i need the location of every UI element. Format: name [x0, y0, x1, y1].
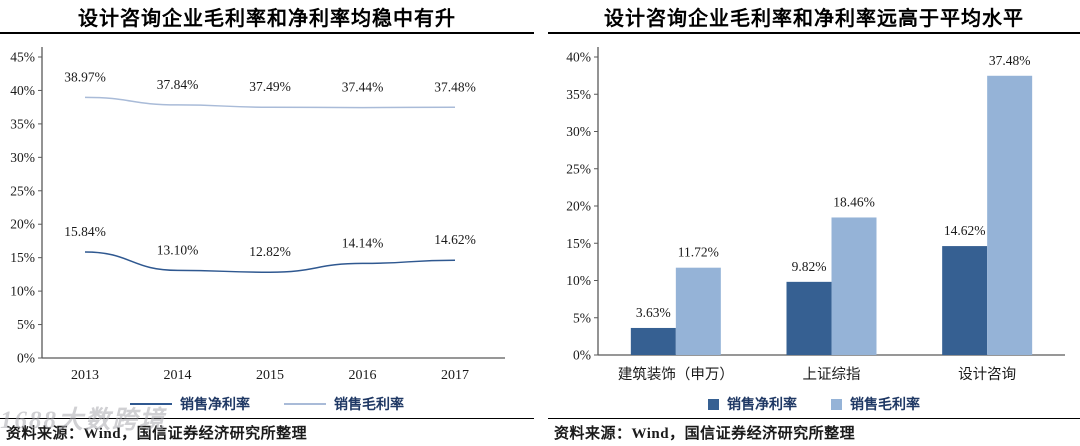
bar	[630, 327, 676, 355]
svg-text:35%: 35%	[10, 116, 35, 131]
svg-text:25%: 25%	[566, 161, 591, 176]
series-bars-1: 11.72% 18.46% 37.48%	[675, 53, 1033, 356]
source-text: 资料来源：Wind，国信证券经济研究所整理	[6, 426, 308, 442]
svg-text:14.62%: 14.62%	[434, 232, 476, 247]
bar	[831, 217, 877, 355]
line-chart-panel: 设计咨询企业毛利率和净利率均稳中有升 0% 5% 10% 15% 20% 25% 30% 35…	[0, 0, 534, 446]
svg-text:2015: 2015	[256, 368, 284, 383]
bar	[987, 75, 1033, 356]
svg-text:9.82%: 9.82%	[792, 259, 827, 274]
svg-text:15%: 15%	[566, 236, 591, 251]
gross-margin-line-swatch	[284, 403, 326, 405]
series-line-1	[84, 96, 456, 109]
legend-item-gross-margin: 销售毛利率	[284, 394, 404, 414]
svg-text:37.49%: 37.49%	[249, 79, 291, 94]
bar-chart: 0% 5% 10% 15% 20% 25% 30% 35% 40% 建筑装饰（申万） 上证综指 设计咨…	[566, 47, 1065, 383]
svg-text:30%: 30%	[566, 124, 591, 139]
series-bars-0: 3.63% 9.82% 14.62%	[630, 223, 988, 355]
x-axis-labels: 2013 2014 2015 2016 2017	[71, 368, 469, 383]
line-chart-title: 设计咨询企业毛利率和净利率均稳中有升	[0, 0, 534, 34]
svg-text:15.84%: 15.84%	[64, 224, 106, 239]
y-axis: 0% 5% 10% 15% 20% 25% 30% 35% 40% 45%	[10, 47, 505, 366]
bar	[786, 281, 832, 355]
svg-text:40%: 40%	[10, 83, 35, 98]
series-labels-0: 15.84% 13.10% 12.82% 14.14% 14.62%	[64, 224, 476, 259]
gross-margin-bar-swatch	[831, 398, 842, 410]
svg-text:35%: 35%	[566, 87, 591, 102]
legend-label: 销售毛利率	[850, 398, 920, 413]
svg-text:10%: 10%	[10, 284, 35, 299]
svg-text:25%: 25%	[10, 183, 35, 198]
net-margin-bar-swatch	[708, 398, 719, 410]
svg-text:11.72%: 11.72%	[678, 245, 719, 260]
svg-text:2016: 2016	[349, 368, 377, 383]
svg-text:2013: 2013	[71, 368, 99, 383]
legend-label: 销售净利率	[727, 398, 797, 413]
svg-text:建筑装饰（申万）: 建筑装饰（申万）	[618, 366, 734, 383]
legend-item-gross-margin: 销售毛利率	[831, 394, 920, 414]
legend-label: 销售毛利率	[334, 398, 404, 413]
category-labels: 建筑装饰（申万） 上证综指 设计咨询	[618, 366, 1016, 383]
legend-item-net-margin: 销售净利率	[708, 394, 797, 414]
svg-text:40%: 40%	[566, 50, 591, 65]
source-row: 资料来源：Wind，国信证券经济研究所整理	[0, 418, 534, 446]
svg-text:5%: 5%	[573, 310, 591, 325]
source-row: 资料来源：Wind，国信证券经济研究所整理	[548, 418, 1080, 446]
svg-text:37.84%: 37.84%	[157, 77, 199, 92]
net-margin-line-swatch	[130, 403, 172, 405]
svg-text:5%: 5%	[17, 317, 35, 332]
svg-text:3.63%: 3.63%	[636, 305, 671, 320]
svg-text:12.82%: 12.82%	[249, 244, 291, 259]
svg-text:设计咨询: 设计咨询	[958, 366, 1016, 383]
svg-text:37.48%: 37.48%	[989, 53, 1031, 68]
svg-text:30%: 30%	[10, 150, 35, 165]
svg-text:10%: 10%	[566, 273, 591, 288]
svg-text:18.46%: 18.46%	[833, 194, 875, 209]
series-line-0	[84, 251, 456, 273]
svg-text:上证综指: 上证综指	[803, 366, 861, 383]
svg-text:20%: 20%	[10, 217, 35, 232]
svg-text:37.44%: 37.44%	[342, 80, 384, 95]
svg-text:20%: 20%	[566, 199, 591, 214]
svg-text:45%: 45%	[10, 50, 35, 65]
svg-text:13.10%: 13.10%	[157, 242, 199, 257]
svg-text:0%: 0%	[573, 348, 591, 363]
bar-chart-legend: 销售净利率 销售毛利率	[548, 392, 1080, 416]
legend-item-net-margin: 销售净利率	[130, 394, 250, 414]
svg-text:0%: 0%	[17, 351, 35, 366]
bar	[675, 267, 721, 355]
bar-chart-title: 设计咨询企业毛利率和净利率远高于平均水平	[548, 0, 1080, 34]
svg-text:14.62%: 14.62%	[944, 223, 986, 238]
line-chart-legend: 销售净利率 销售毛利率	[0, 392, 534, 416]
legend-label: 销售净利率	[180, 398, 250, 413]
bar	[942, 246, 988, 355]
line-chart: 0% 5% 10% 15% 20% 25% 30% 35% 40% 45% 2013 2014 2015…	[10, 47, 505, 383]
svg-text:2017: 2017	[441, 368, 469, 383]
svg-text:2014: 2014	[164, 368, 192, 383]
svg-text:37.48%: 37.48%	[434, 79, 476, 94]
svg-text:15%: 15%	[10, 250, 35, 265]
svg-text:14.14%: 14.14%	[342, 235, 384, 250]
source-text: 资料来源：Wind，国信证券经济研究所整理	[554, 426, 856, 442]
series-labels-1: 38.97% 37.84% 37.49% 37.44% 37.48%	[64, 69, 476, 94]
bar-chart-panel: 设计咨询企业毛利率和净利率远高于平均水平 0% 5% 10% 15% 20% 25% 30%…	[548, 0, 1080, 446]
svg-text:38.97%: 38.97%	[64, 69, 106, 84]
